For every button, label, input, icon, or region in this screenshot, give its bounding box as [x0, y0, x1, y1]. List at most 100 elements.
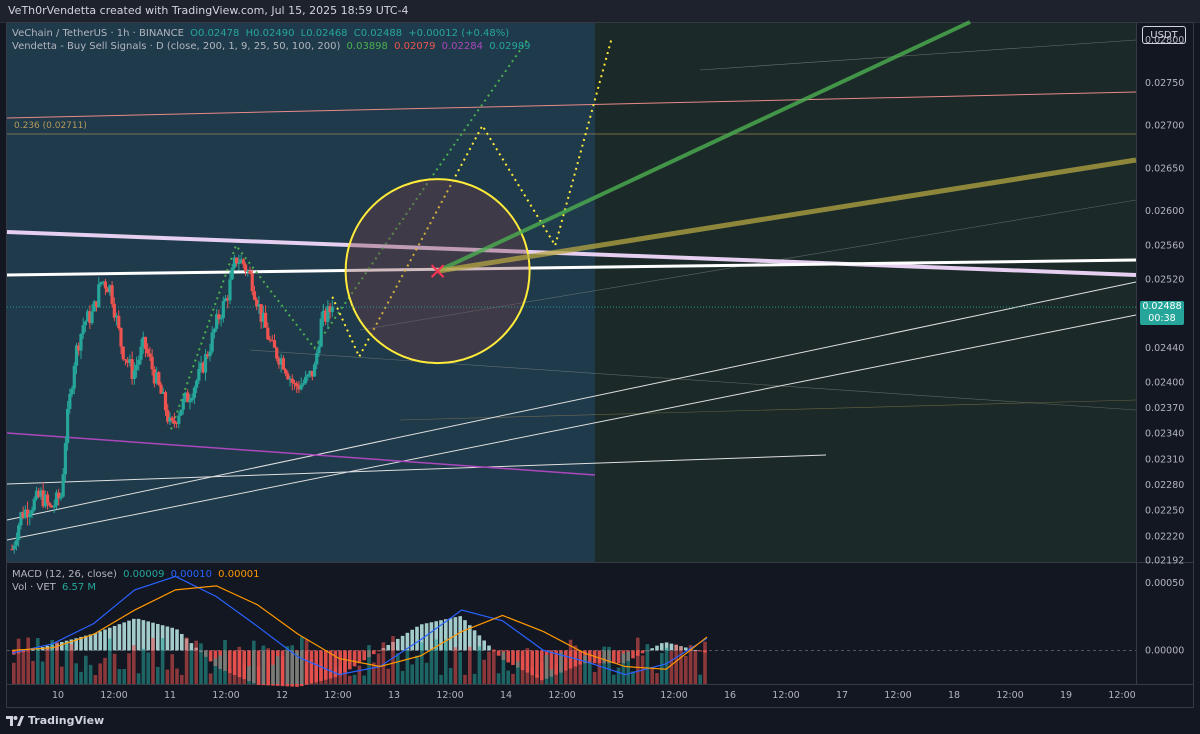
candle-body	[310, 370, 314, 377]
candle-body	[117, 315, 121, 329]
candle-body	[286, 373, 290, 380]
candle-body	[157, 372, 161, 385]
candle-body	[110, 285, 114, 304]
candle-body	[172, 420, 176, 423]
price-tick-label: 0.02650	[1145, 163, 1184, 174]
candle-body	[150, 356, 154, 370]
candle-body	[108, 285, 112, 293]
macd-hist-bar	[112, 625, 117, 651]
macd-hist-bar	[650, 648, 654, 651]
volume-bar	[348, 675, 352, 684]
volume-bar	[631, 671, 635, 684]
volume-bar	[93, 675, 98, 684]
legend-macd-name[interactable]: MACD (12, 26, close)	[12, 569, 117, 580]
volume-bar	[228, 669, 232, 684]
legend-indicator-v4: 0.02989	[489, 41, 531, 52]
volume-bar	[391, 636, 395, 684]
legend-symbol-line: VeChain / TetherUS · 1h · BINANCE O0.024…	[12, 27, 509, 40]
macd-hist-bar	[160, 625, 165, 651]
volume-bar	[213, 658, 218, 684]
macd-hist-bar	[333, 650, 338, 678]
volume-bar	[160, 638, 165, 684]
candle-body	[57, 492, 61, 499]
candle-body	[163, 392, 168, 411]
candle-body	[23, 509, 27, 518]
volume-bar	[256, 666, 261, 684]
volume-bar	[156, 666, 160, 684]
candles	[10, 254, 334, 554]
macd-hist-bar	[612, 650, 616, 664]
volume-bar	[540, 662, 544, 684]
volume-bar	[16, 638, 21, 684]
volume-bar	[151, 637, 155, 684]
legend-indicator-line: Vendetta - Buy Sell Signals · D (close, …	[12, 40, 531, 53]
candle-body	[177, 415, 181, 424]
macd-hist-bar	[468, 625, 472, 651]
volume-bar	[122, 669, 126, 684]
volume-bar	[328, 672, 333, 684]
macd-hist-bar	[487, 645, 491, 651]
candle-body	[288, 378, 292, 380]
currency-button[interactable]: USDT	[1142, 26, 1186, 44]
candle-body	[61, 474, 65, 497]
candle-body	[324, 310, 328, 322]
candle-body	[70, 388, 74, 394]
macd-tick-label: 0.00000	[1145, 645, 1184, 656]
volume-bar	[381, 642, 386, 684]
chart-frame	[6, 22, 1194, 708]
candle-body	[14, 540, 19, 546]
legend-indicator-v1: 0.03898	[346, 41, 388, 52]
candle-body	[10, 549, 14, 551]
macd-hist-bar	[597, 650, 602, 664]
price-tick-label: 0.02750	[1145, 78, 1184, 89]
volume-bar	[568, 639, 573, 684]
legend-symbol[interactable]: VeChain / TetherUS · 1h · BINANCE	[12, 28, 184, 39]
volume-bar	[300, 636, 304, 684]
candle-body	[330, 307, 334, 313]
volume-bar	[372, 662, 376, 684]
macd-hist-bar	[429, 622, 434, 651]
candle-body	[243, 264, 248, 272]
candle-body	[290, 378, 294, 383]
volume-bar	[352, 674, 357, 684]
candle-body	[141, 337, 145, 347]
candle-body	[317, 346, 321, 354]
last-price-value: 0.02488	[1142, 301, 1182, 313]
time-tick-label: 18	[948, 690, 960, 701]
candle-body	[201, 362, 205, 373]
candle-body	[28, 513, 32, 518]
volume-bar	[472, 673, 477, 684]
time-tick-label: 12:00	[884, 690, 911, 701]
candle-body	[277, 358, 281, 365]
candle-body	[30, 510, 34, 514]
volume-bar	[74, 663, 78, 684]
macd-hist-bar	[247, 650, 251, 682]
macd-hist-bar	[415, 626, 419, 651]
candle-body	[223, 298, 228, 302]
price-tick-label: 0.02400	[1145, 377, 1184, 388]
legend-indicator-name[interactable]: Vendetta - Buy Sell Signals · D (close, …	[12, 41, 341, 52]
volume-bar	[132, 645, 136, 684]
legend-vol-name[interactable]: Vol · VET	[12, 582, 56, 593]
volume-bar	[492, 649, 496, 684]
legend-change: +0.00012 (+0.48%)	[408, 28, 510, 39]
macd-hist-bar	[400, 635, 405, 651]
candle-body	[301, 383, 306, 385]
volume-bar	[400, 670, 405, 684]
macd-hist-bar	[88, 634, 93, 651]
upper-channel-line	[699, 39, 1137, 71]
candle-body	[241, 259, 245, 265]
candle-body	[252, 291, 257, 300]
volume-bar	[189, 650, 194, 684]
candle-body	[312, 364, 317, 377]
candle-body	[246, 270, 250, 272]
macd-hist-bar	[444, 619, 448, 651]
volume-bar	[141, 648, 146, 684]
macd-histogram	[12, 616, 707, 687]
candle-body	[97, 284, 101, 307]
candle-body	[235, 257, 239, 264]
volume-bar	[127, 653, 131, 684]
price-tick-label: 0.02280	[1145, 480, 1184, 491]
candle-body	[32, 498, 36, 511]
